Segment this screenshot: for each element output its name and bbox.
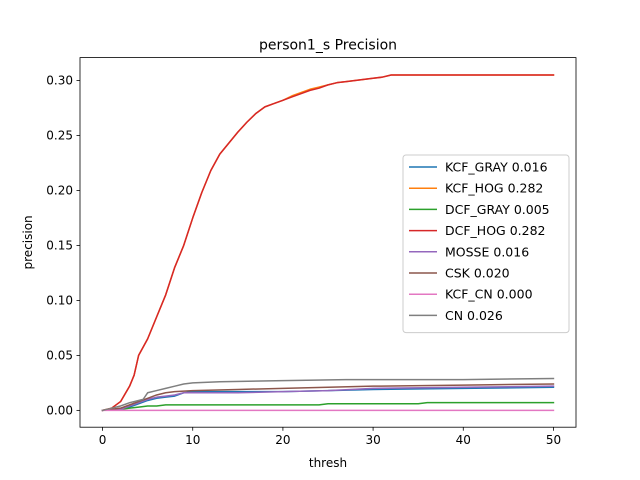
y-tick-label: 0.10 <box>46 293 73 307</box>
axes-frame <box>79 57 577 428</box>
series-line-3 <box>101 74 555 412</box>
axes: 0 10 20 30 40 50 0.00 0.05 0.10 0.15 0.20 0.25 0.30 <box>46 57 577 447</box>
chart-title: person1_s Precision <box>259 38 397 54</box>
x-tick-label: 40 <box>456 433 471 447</box>
legend-label-3: DCF_HOG 0.282 <box>445 223 545 238</box>
plot-area <box>101 74 555 412</box>
series-line-7 <box>101 377 555 412</box>
y-tick-label: 0.30 <box>46 73 73 87</box>
y-tick-label: 0.15 <box>46 238 73 252</box>
y-tick-label: 0.05 <box>46 348 73 362</box>
y-tick-label: 0.20 <box>46 183 73 197</box>
legend-label-2: DCF_GRAY 0.005 <box>445 202 550 217</box>
x-tick-label: 50 <box>546 433 561 447</box>
legend-label-4: MOSSE 0.016 <box>445 244 529 259</box>
legend-box <box>402 154 570 334</box>
legend-label-7: CN 0.026 <box>445 308 503 323</box>
legend-label-1: KCF_HOG 0.282 <box>445 181 543 196</box>
series-line-4 <box>101 385 555 412</box>
x-tick-label: 0 <box>99 433 107 447</box>
series-line-2 <box>101 401 555 412</box>
x-tick-label: 10 <box>185 433 200 447</box>
legend: KCF_GRAY 0.016 KCF_HOG 0.282 DCF_GRAY 0.00… <box>402 154 570 334</box>
legend-label-6: KCF_CN 0.000 <box>445 287 533 302</box>
x-tick-label: 30 <box>365 433 380 447</box>
x-tick-label: 20 <box>275 433 290 447</box>
y-tick-label: 0.25 <box>46 128 73 142</box>
legend-label-0: KCF_GRAY 0.016 <box>445 160 548 175</box>
x-axis-title: thresh <box>309 456 347 470</box>
series-line-5 <box>101 383 555 412</box>
y-tick-label: 0.00 <box>46 403 73 417</box>
legend-label-5: CSK 0.020 <box>445 266 510 281</box>
y-axis-title: precision <box>21 215 35 269</box>
